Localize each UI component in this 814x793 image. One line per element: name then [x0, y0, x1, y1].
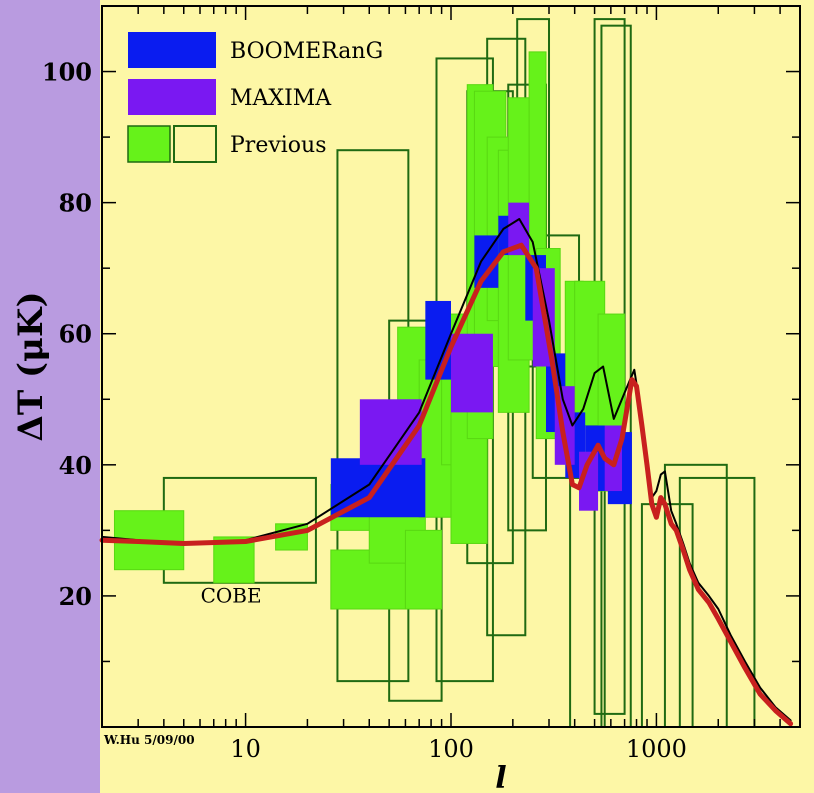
legend: BOOMERanG MAXIMA Previous [127, 32, 383, 163]
maxima-box [508, 202, 530, 256]
maxima-box [579, 451, 599, 511]
legend-label: BOOMERanG [230, 39, 383, 64]
x-tick-label: 1000 [626, 735, 687, 763]
y-tick-label: 20 [59, 582, 92, 611]
axes: 10 100 1000 20 40 60 80 100 [42, 5, 801, 763]
y-tick-label: 80 [59, 189, 92, 218]
y-tick-label: 40 [59, 451, 92, 480]
legend-swatch-boomerang [128, 32, 216, 68]
credit-text: W.Hu 5/09/00 [103, 733, 195, 747]
legend-swatch-previous-outline [173, 125, 217, 163]
x-tick-label: 10 [230, 735, 261, 763]
y-tick-label: 60 [59, 320, 92, 349]
y-axis-label: ΔT (μK) [11, 291, 51, 441]
maxima-box [451, 333, 493, 413]
legend-swatch-previous [127, 125, 171, 163]
previous-box [404, 529, 443, 610]
legend-label: Previous [230, 133, 327, 158]
model-curve-red [99, 242, 794, 727]
y-tick-label: 100 [42, 58, 92, 87]
legend-label: MAXIMA [230, 86, 332, 111]
x-axis-label: l [495, 761, 506, 793]
x-tick-label: 100 [428, 735, 474, 763]
model-curves [99, 218, 794, 727]
labels: ΔT (μK) l W.Hu 5/09/00 COBE [11, 291, 507, 793]
boomerang-box [474, 235, 499, 288]
model-curve-black [101, 218, 792, 722]
annotation-cobe: COBE [201, 583, 262, 607]
legend-swatch-maxima [128, 79, 216, 115]
